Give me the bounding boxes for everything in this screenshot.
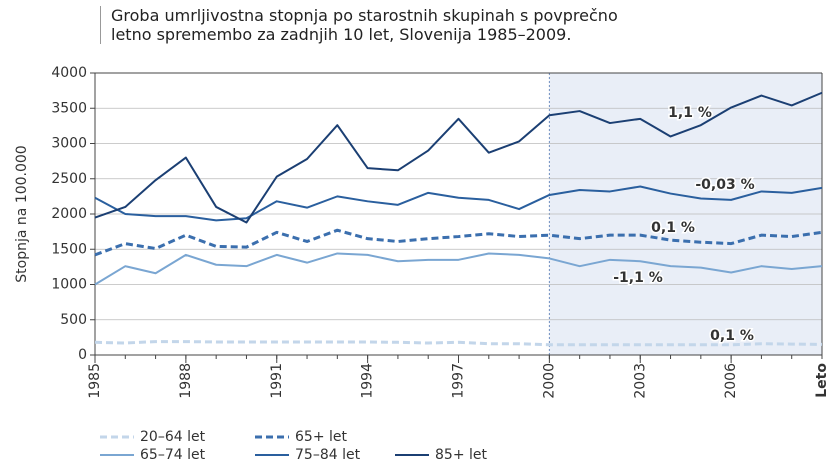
- annotation: -1,1 %: [613, 270, 663, 286]
- x-tick-label: 1997: [451, 363, 467, 399]
- legend-label: 75–84 let: [295, 447, 361, 463]
- series-line: [94, 91, 823, 224]
- y-tick-label: 0: [78, 347, 87, 363]
- x-axis-label: Leto: [814, 363, 826, 398]
- x-tick-label: 1991: [269, 363, 285, 399]
- legend-label: 20–64 let: [140, 429, 206, 445]
- series-line: [94, 228, 823, 257]
- annotation: 0,1 %: [651, 220, 695, 236]
- y-tick-label: 2000: [51, 206, 87, 222]
- y-tick-label: 1500: [51, 241, 87, 257]
- annotation: -0,03 %: [695, 177, 754, 193]
- y-tick-label: 1000: [51, 277, 87, 293]
- y-tick-label: 3500: [51, 100, 87, 116]
- legend-label: 85+ let: [435, 447, 487, 463]
- series-line: [94, 185, 823, 222]
- chart-title: Groba umrljivostna stopnja po starostnih…: [100, 6, 631, 44]
- series-line: [94, 252, 823, 286]
- legend-label: 65–74 let: [140, 447, 206, 463]
- y-tick-label: 500: [60, 312, 87, 328]
- y-tick-label: 4000: [51, 65, 87, 81]
- x-tick-label: 1985: [87, 363, 103, 399]
- series-line: [94, 340, 823, 347]
- x-tick-label: 1988: [178, 363, 194, 399]
- annotation: 0,1 %: [710, 328, 754, 344]
- legend-label: 65+ let: [295, 429, 347, 445]
- x-tick-label: 1994: [360, 363, 376, 399]
- y-axis-label: Stopnja na 100.000: [14, 145, 30, 282]
- x-tick-label: 2000: [541, 363, 557, 399]
- x-tick-label: 2006: [723, 363, 739, 399]
- y-tick-label: 3000: [51, 136, 87, 152]
- annotation: 1,1 %: [668, 105, 712, 121]
- y-tick-label: 2500: [51, 171, 87, 187]
- x-tick-label: 2003: [632, 363, 648, 399]
